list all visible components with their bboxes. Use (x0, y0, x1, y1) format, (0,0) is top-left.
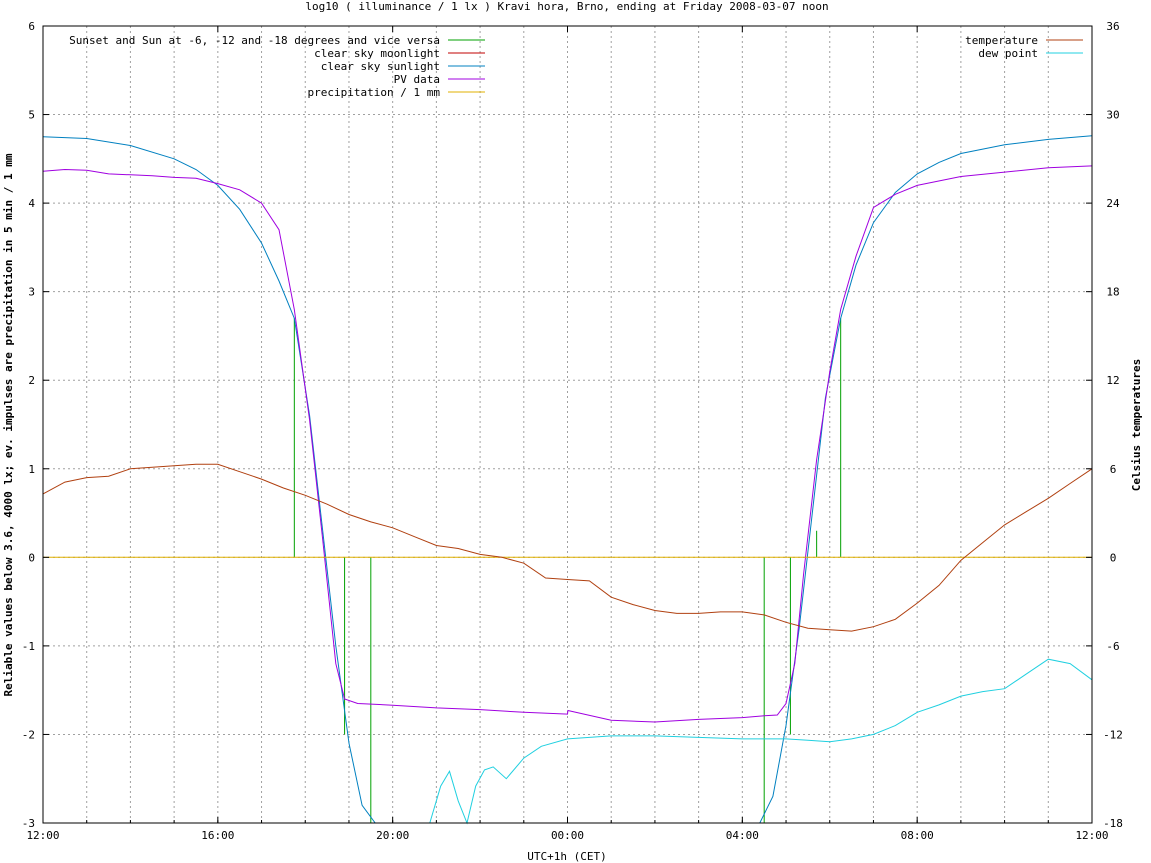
y2-tick-label: -6 (1106, 640, 1119, 653)
y-tick-label: 6 (28, 20, 35, 33)
y-tick-label: 4 (28, 197, 35, 210)
legend-entry-label: clear sky sunlight (321, 60, 440, 73)
legend-entry-label: precipitation / 1 mm (308, 86, 441, 99)
legend-entry-label: temperature (965, 34, 1038, 47)
y-axis-label: Reliable values below 3.6, 4000 lx; ev. … (2, 153, 15, 696)
y-tick-label: 3 (28, 286, 35, 299)
y-tick-label: 0 (28, 551, 35, 564)
sun-event-impulses (293, 318, 842, 823)
y-tick-label: -1 (22, 640, 35, 653)
grid-lines (43, 26, 1092, 823)
x-tick-label: 20:00 (376, 829, 409, 842)
series-dew-point (429, 658, 1093, 825)
x-tick-label: 16:00 (201, 829, 234, 842)
y2-tick-label: -12 (1103, 728, 1123, 741)
series-lines (42, 135, 1093, 825)
x-axis-label: UTC+1h (CET) (527, 850, 606, 863)
y-tick-label: 5 (28, 109, 35, 122)
series-temperature (42, 463, 1093, 632)
y2-tick-label: 18 (1106, 286, 1119, 299)
y2-tick-label: 6 (1110, 463, 1117, 476)
y-tick-label: -2 (22, 728, 35, 741)
legend-entry-label: PV data (394, 73, 440, 86)
legend-left: Sunset and Sun at -6, -12 and -18 degree… (69, 34, 485, 99)
series-clear-sky-sunlight (42, 135, 1093, 824)
y-tick-label: -3 (22, 817, 35, 830)
y-tick-label: 1 (28, 463, 35, 476)
y2-tick-label: 12 (1106, 374, 1119, 387)
y2-tick-label: 30 (1106, 109, 1119, 122)
y2-tick-label: 0 (1110, 551, 1117, 564)
axis-ticks: 12:00 16:00 20:00 00:00 04:00 08:00 12:00-3-2-… (22, 20, 1123, 842)
series-pv-data (42, 165, 1093, 723)
y-tick-label: 2 (28, 374, 35, 387)
x-tick-label: 12:00 (26, 829, 59, 842)
legend-entry-label: clear sky moonlight (314, 47, 440, 60)
x-tick-label: 12:00 (1075, 829, 1108, 842)
chart-title: log10 ( illuminance / 1 lx ) Kravi hora,… (305, 0, 828, 13)
y2-tick-label: -18 (1103, 817, 1123, 830)
plot-frame (42, 25, 1093, 824)
y2-tick-label: 36 (1106, 20, 1119, 33)
legend-entry-label: Sunset and Sun at -6, -12 and -18 degree… (69, 34, 440, 47)
legend-entry-label: dew point (978, 47, 1038, 60)
x-tick-label: 04:00 (726, 829, 759, 842)
y2-tick-label: 24 (1106, 197, 1120, 210)
x-tick-label: 00:00 (551, 829, 584, 842)
y2-axis-label: Celsius temperatures (1130, 359, 1143, 491)
x-tick-label: 08:00 (901, 829, 934, 842)
